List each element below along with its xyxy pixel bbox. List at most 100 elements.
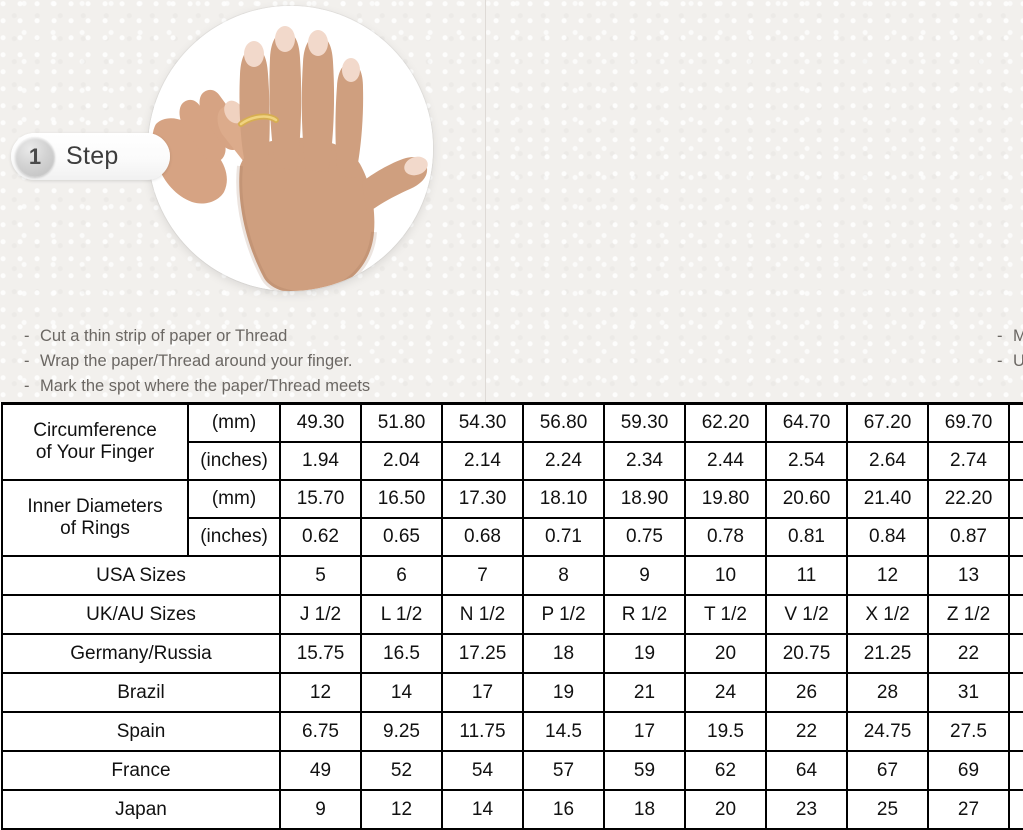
cell: 5 bbox=[279, 555, 362, 596]
cell: 17 bbox=[441, 672, 524, 713]
row-label-line-2: of Your Finger bbox=[35, 442, 155, 463]
cell: 14 bbox=[360, 672, 443, 713]
cell: 7 bbox=[441, 555, 524, 596]
row-label-inner-diameter: Inner Diameters of Rings bbox=[1, 479, 189, 557]
table-row-germany-russia: Germany/Russia 15.75 16.5 17.25 18 19 20… bbox=[1, 633, 1023, 674]
cell: 28 bbox=[846, 672, 929, 713]
cell: 33 bbox=[1008, 672, 1023, 713]
cell: 59 bbox=[603, 750, 686, 791]
cell: 19 bbox=[522, 672, 605, 713]
unit-cell: (mm) bbox=[187, 402, 281, 443]
row-label-brazil: Brazil bbox=[1, 672, 281, 713]
cell: P 1/2 bbox=[522, 594, 605, 635]
instruction-line: - Mark the spot where the paper/Thread me… bbox=[24, 374, 370, 399]
cell: 0.81 bbox=[765, 517, 848, 557]
cell: 26 bbox=[765, 672, 848, 713]
step-1-number: 1 bbox=[15, 136, 55, 177]
cell: 22 bbox=[765, 711, 848, 752]
cell: 22.20 bbox=[927, 479, 1010, 519]
step-1-badge: 1 Step bbox=[11, 133, 170, 180]
cell: 17 bbox=[603, 711, 686, 752]
row-label-usa-sizes: USA Sizes bbox=[1, 555, 281, 596]
size-conversion-table: Circumference of Your Finger (mm) 49.30 … bbox=[1, 402, 1023, 830]
table-row-circumference-mm: Circumference of Your Finger (mm) 49.30 … bbox=[1, 402, 1023, 481]
cell: 8 bbox=[522, 555, 605, 596]
cell: 67 bbox=[846, 750, 929, 791]
instruction-text: Use the following chart to determine you… bbox=[1013, 352, 1023, 370]
cell: 20.75 bbox=[765, 633, 848, 674]
cell: 0.78 bbox=[684, 517, 767, 557]
cell: 22 bbox=[927, 633, 1010, 674]
cell: L 1/2 bbox=[360, 594, 443, 635]
cell: 59.30 bbox=[603, 402, 686, 443]
cell: 12 bbox=[846, 555, 929, 596]
cell: 14 bbox=[441, 789, 524, 830]
cell: 72.20 bbox=[1008, 402, 1023, 443]
cell: 9.25 bbox=[360, 711, 443, 752]
row-label-spain: Spain bbox=[1, 711, 281, 752]
cell: 19.5 bbox=[684, 711, 767, 752]
instruction-text: Measure the length of the thread with yo… bbox=[1013, 327, 1023, 345]
cell: 2.44 bbox=[684, 441, 767, 481]
row-label-japan: Japan bbox=[1, 789, 281, 830]
cell: 0.65 bbox=[360, 517, 443, 557]
cell: 69 bbox=[927, 750, 1010, 791]
cell: 62.20 bbox=[684, 402, 767, 443]
cell: 0.62 bbox=[279, 517, 362, 557]
cell: 67.20 bbox=[846, 402, 929, 443]
cell: 2.14 bbox=[441, 441, 524, 481]
row-label-germany-russia: Germany/Russia bbox=[1, 633, 281, 674]
cell: 54.30 bbox=[441, 402, 524, 443]
cell: 9 bbox=[279, 789, 362, 830]
bullet-dash-icon: - bbox=[997, 327, 1003, 345]
cell: 27.5 bbox=[927, 711, 1010, 752]
step-2-panel: 1 2 3 2 Step -Measure the length of the … bbox=[486, 0, 1023, 402]
cell: 16 bbox=[522, 789, 605, 830]
cell: 9 bbox=[603, 555, 686, 596]
cell: 49.30 bbox=[279, 402, 362, 443]
table-row-usa-sizes: USA Sizes 5 6 7 8 9 10 11 12 13 14 bbox=[1, 555, 1023, 596]
row-label-uk-au-sizes: UK/AU Sizes bbox=[1, 594, 281, 635]
cell: 0.71 bbox=[522, 517, 605, 557]
cell: V 1/2 bbox=[765, 594, 848, 635]
table-row-inner-diameter-mm: Inner Diameters of Rings (mm) 15.70 16.5… bbox=[1, 479, 1023, 557]
cell: 2.24 bbox=[522, 441, 605, 481]
cell: 0.75 bbox=[603, 517, 686, 557]
cell: 11 bbox=[765, 555, 848, 596]
step-2-instructions: -Measure the length of the thread with y… bbox=[997, 324, 1023, 374]
cell: 18.10 bbox=[522, 479, 605, 519]
bullet-dash-icon: - bbox=[24, 327, 30, 345]
cell: 62 bbox=[684, 750, 767, 791]
cell: Z 1/2 bbox=[927, 594, 1010, 635]
cell: 6 bbox=[360, 555, 443, 596]
cell: 21 bbox=[603, 672, 686, 713]
cell: 23 bbox=[1008, 633, 1023, 674]
cell: 15.70 bbox=[279, 479, 362, 519]
cell: 18 bbox=[603, 789, 686, 830]
cell: 17.30 bbox=[441, 479, 524, 519]
hand-illustration-icon bbox=[148, 6, 433, 291]
cell: 2.64 bbox=[846, 441, 929, 481]
cell: 14 bbox=[1008, 555, 1023, 596]
instruction-text: Cut a thin strip of paper or Thread bbox=[40, 327, 288, 345]
instruction-line: - Cut a thin strip of paper or Thread bbox=[24, 324, 370, 349]
cell: 30 bbox=[1008, 711, 1023, 752]
cell: 0.68 bbox=[441, 517, 524, 557]
cell: 11.75 bbox=[441, 711, 524, 752]
cell: 16.5 bbox=[360, 633, 443, 674]
cell: 52 bbox=[360, 750, 443, 791]
cell: X 1/2 bbox=[846, 594, 929, 635]
unit-cell: (inches) bbox=[187, 517, 281, 557]
cell: 12 bbox=[360, 789, 443, 830]
cell: 23.00 bbox=[1008, 479, 1023, 519]
gold-ring-icon bbox=[238, 113, 279, 127]
cell: 14.5 bbox=[522, 711, 605, 752]
panel-divider bbox=[485, 0, 486, 402]
cell: 0.84 bbox=[846, 517, 929, 557]
instruction-line: -Use the following chart to determine yo… bbox=[997, 349, 1023, 374]
table-row-japan: Japan 9 12 14 16 18 20 23 25 27 29 bbox=[1, 789, 1023, 830]
cell: 13 bbox=[927, 555, 1010, 596]
cell: 15.75 bbox=[279, 633, 362, 674]
table-row-france: France 49 52 54 57 59 62 64 67 69 72 bbox=[1, 750, 1023, 791]
